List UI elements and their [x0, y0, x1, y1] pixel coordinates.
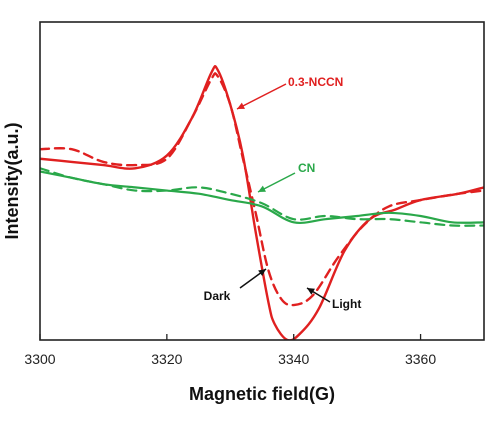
x-axis-title: Magnetic field(G): [189, 384, 335, 404]
y-axis-title: Intensity(a.u.): [2, 122, 22, 239]
series-line-cn-dashed-3: [40, 167, 484, 227]
annotation-0-3-nccn: 0.3-NCCN: [288, 75, 343, 89]
annotation-arrow-dark: [239, 268, 267, 289]
annotation-arrow-0-3-nccn-line: [236, 83, 287, 110]
plot-frame: [39, 21, 485, 341]
x-tick-label-3360: 3360: [405, 351, 436, 367]
annotation-light: Light: [332, 297, 361, 311]
annotation-arrow-0-3-nccn: [236, 83, 287, 110]
ticks-layer: 3300 3320 3340 3360: [24, 334, 436, 367]
series-layer: [40, 22, 484, 340]
annotation-layer: 0.3-NCCN CN Dark Light: [204, 75, 362, 311]
annotation-arrow-light: [306, 287, 331, 303]
annotation-arrow-light-head: [307, 288, 315, 295]
annotation-arrow-0-3-nccn-head: [237, 102, 245, 109]
annotation-arrow-cn: [257, 172, 296, 193]
annotation-dark: Dark: [204, 289, 231, 303]
series-line-0-3-nccn-dashed-1: [40, 72, 484, 307]
annotation-arrow-cn-head: [258, 185, 266, 192]
x-tick-label-3340: 3340: [278, 351, 309, 367]
x-tick-label-3320: 3320: [151, 351, 182, 367]
x-tick-label-3300: 3300: [24, 351, 55, 367]
plot-area: [40, 22, 484, 340]
annotation-cn: CN: [298, 161, 315, 175]
annotation-arrow-dark-head: [258, 269, 266, 277]
axes-layer: [39, 21, 485, 341]
